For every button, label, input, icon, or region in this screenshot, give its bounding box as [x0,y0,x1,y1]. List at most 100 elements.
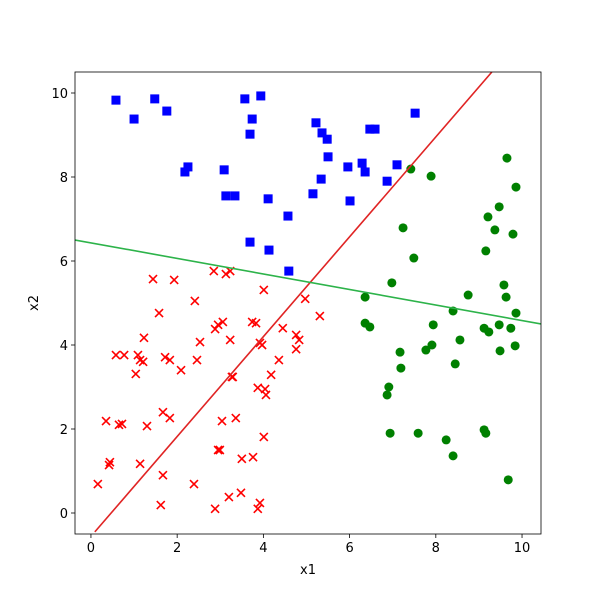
cross-point [251,318,261,328]
cross-point [135,459,145,469]
cross-point [224,492,234,502]
square-point [370,124,380,134]
cross-point [133,350,143,360]
circle-point [494,202,504,212]
circle-point [413,428,423,438]
circle-point [406,164,416,174]
cross-point [231,413,241,423]
circle-point [421,345,431,355]
cross-point [190,296,200,306]
circle-point [427,340,437,350]
cross-point [158,470,168,480]
cross-point [148,274,158,284]
square-point [150,94,160,104]
y-tick-label: 6 [60,255,68,270]
cross-point [192,355,202,365]
cross-point [117,419,127,429]
cross-point [237,454,247,464]
cross-point [165,355,175,365]
cross-point [294,335,304,345]
cross-point [248,452,258,462]
square-point [247,114,257,124]
cross-point [160,352,170,362]
square-point [365,124,375,134]
cross-point [315,311,325,321]
square-point [345,196,355,206]
y-tick-label: 8 [60,171,68,186]
square-point [256,91,266,101]
cross-point [105,457,115,467]
square-point [183,162,193,172]
circle-point [502,153,512,163]
circle-point [426,171,436,181]
line [94,72,493,533]
square-point [323,152,333,162]
square-point [410,108,420,118]
square-point [221,191,231,201]
square-point [392,160,402,170]
circle-point [385,428,395,438]
cross-point [278,323,288,333]
cross-point [142,421,152,431]
y-tick-label: 10 [51,87,68,102]
square-point [357,158,367,168]
cross-point [189,479,199,489]
plot-area [75,72,541,533]
cross-point [291,344,301,354]
cross-point [210,324,220,334]
cross-point [176,365,186,375]
circle-point [450,359,460,369]
x-tick-label: 0 [87,541,95,556]
square-point [245,129,255,139]
circle-point [398,223,408,233]
cross-point [274,355,284,365]
cross-point [131,369,141,379]
y-tick-label: 0 [60,507,68,522]
cross-point [259,285,269,295]
cross-point [210,504,220,514]
square-point [311,118,321,128]
cross-point [104,460,114,470]
circle-point [506,323,516,333]
cross-point [218,317,228,327]
x-tick-label: 8 [432,541,440,556]
y-tick-label: 2 [60,423,68,438]
circle-point [463,290,473,300]
square-point [162,106,172,116]
circle-point [387,278,397,288]
circle-point [511,308,521,318]
circle-point [494,320,504,330]
square-point [382,176,392,186]
square-point [317,128,327,138]
y-axis-label: x2 [27,295,42,311]
circle-point [395,347,405,357]
cross-point [114,420,124,430]
square-point [219,165,229,175]
cross-point [236,488,246,498]
cross-point [135,355,145,365]
circle-point [396,363,406,373]
circle-point [483,212,493,222]
circle-point [501,292,511,302]
cross-point [213,320,223,330]
cross-point [217,416,227,426]
circle-point [481,246,491,256]
circle-point [384,382,394,392]
cross-point [209,266,219,276]
cross-point [255,498,265,508]
square-point [283,211,293,221]
square-point [111,95,121,105]
square-point [322,134,332,144]
x-tick-label: 10 [514,541,531,556]
cross-point [221,269,231,279]
cross-point [156,500,166,510]
circle-point [484,327,494,337]
square-point [129,114,139,124]
cross-point [139,333,149,343]
cross-point [253,504,263,514]
square-point [230,191,240,201]
circle-point [365,322,375,332]
